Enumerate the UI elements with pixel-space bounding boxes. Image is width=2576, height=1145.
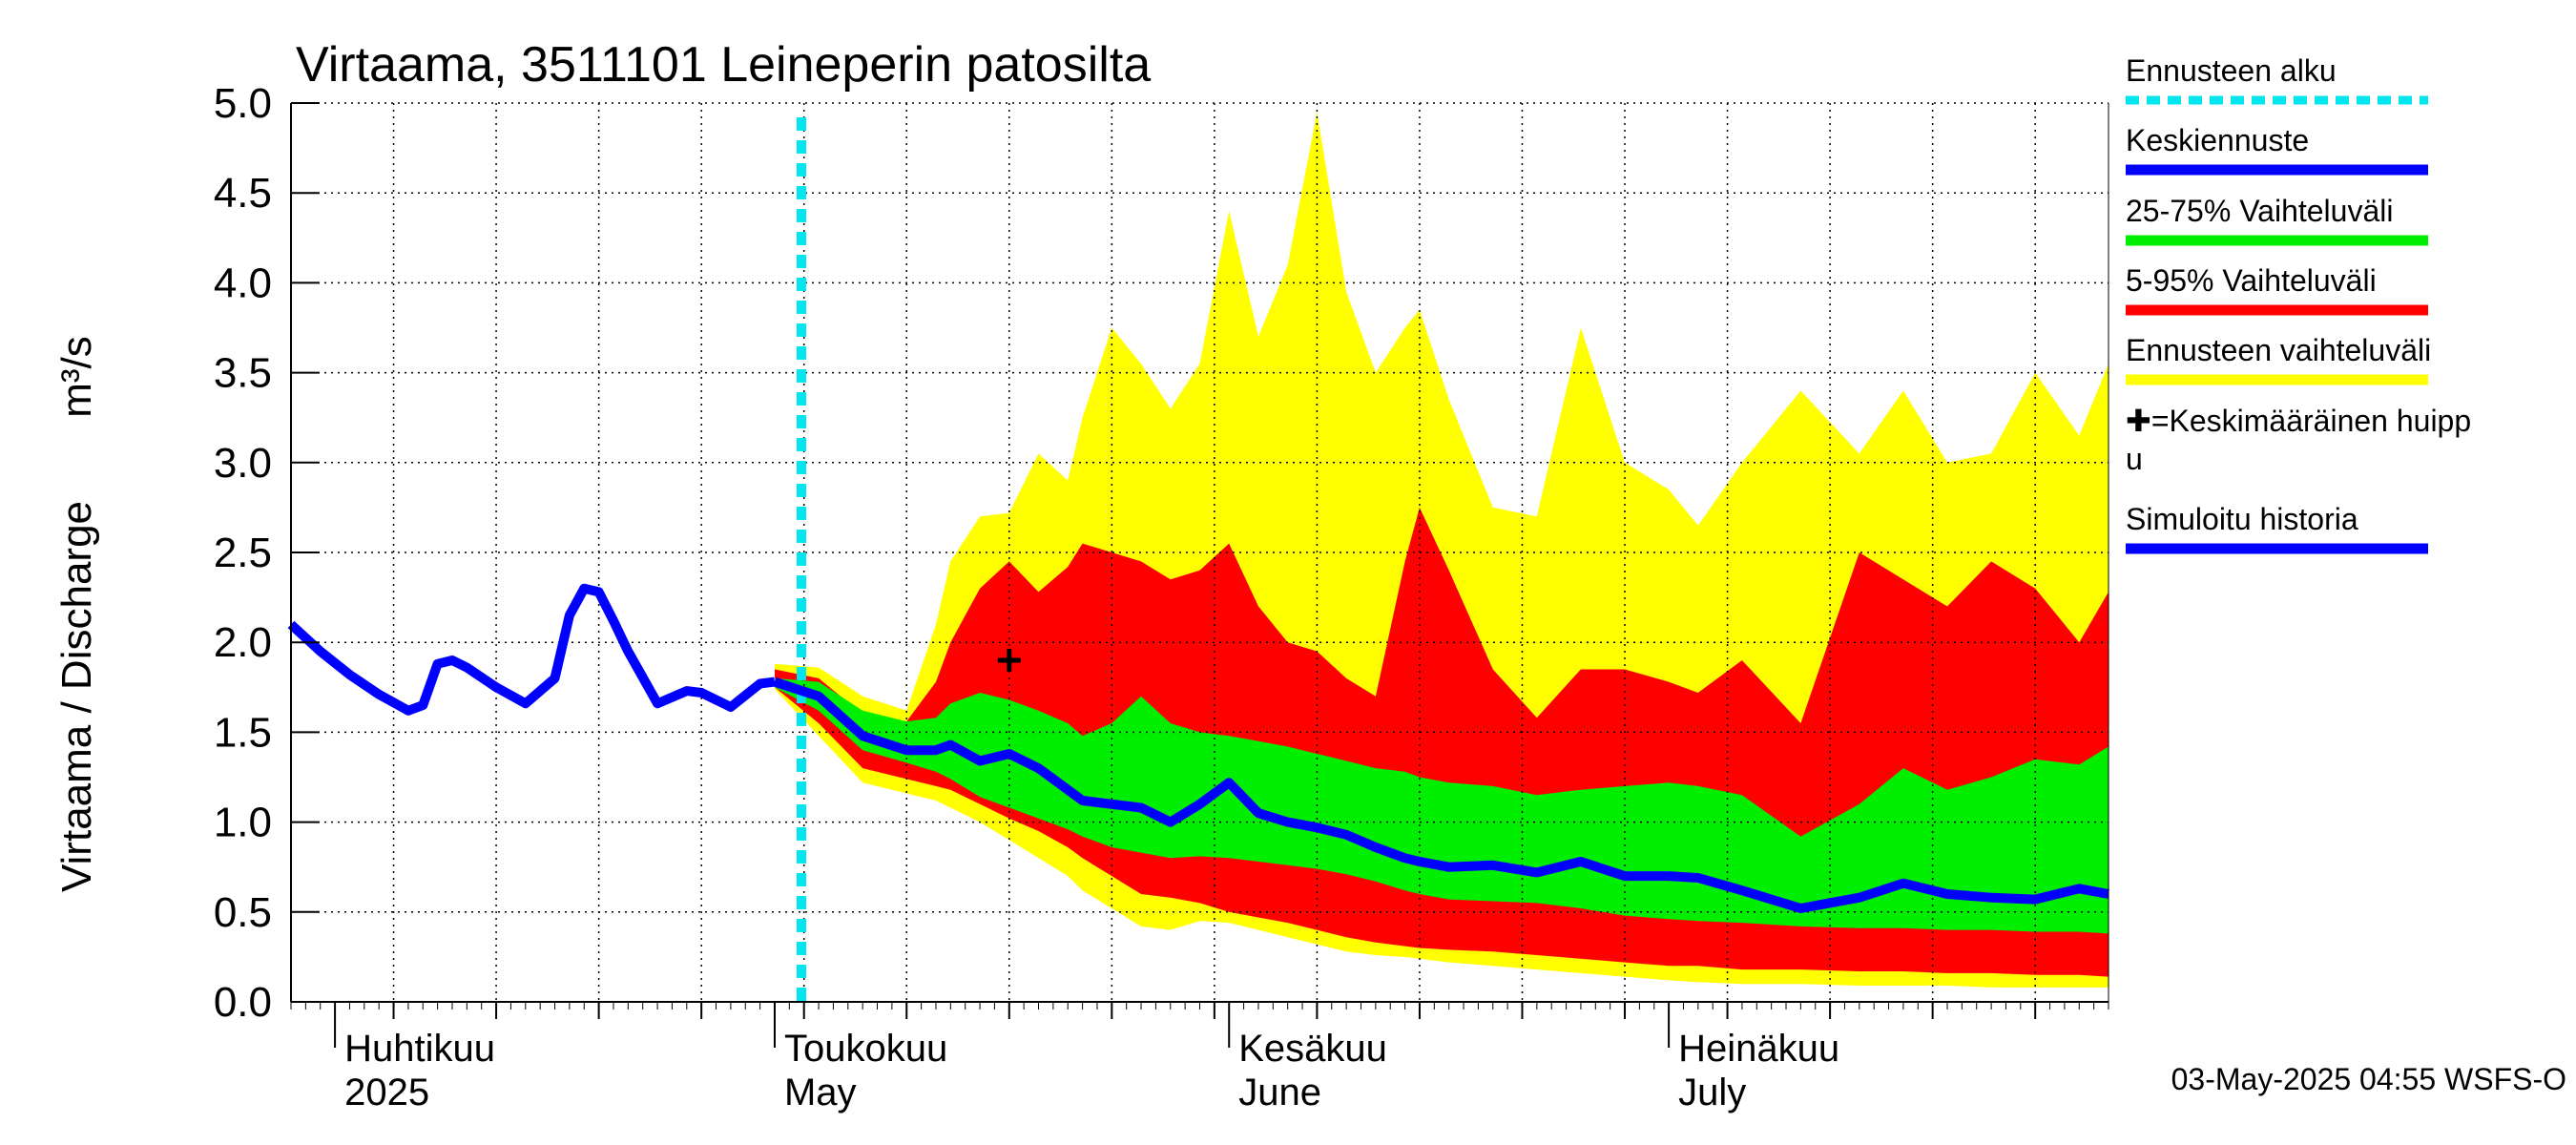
legend-label: ✚=Keskimääräinen huipp (2126, 404, 2471, 438)
y-axis-unit-group: m³/s (53, 336, 100, 418)
y-tick-label: 5.0 (214, 80, 272, 127)
y-tick-label: 2.0 (214, 619, 272, 666)
percentile-25-75-band (775, 677, 2109, 934)
y-tick-label: 1.0 (214, 800, 272, 846)
y-tick-label: 0.0 (214, 979, 272, 1026)
legend-label: Ennusteen vaihteluväli (2126, 333, 2431, 367)
plot-lines (287, 117, 2109, 1002)
y-tick-label: 1.5 (214, 709, 272, 756)
x-month-label-en: May (784, 1072, 857, 1114)
y-tick-label: 3.5 (214, 350, 272, 397)
legend-label: Simuloitu historia (2126, 502, 2358, 536)
legend-label: Keskiennuste (2126, 123, 2309, 157)
y-axis-title: Virtaama / Discharge (53, 501, 100, 892)
chart-title: Virtaama, 3511101 Leineperin patosilta (296, 37, 1151, 93)
legend-label: Ennusteen alku (2126, 53, 2337, 88)
simulated-history-line (287, 583, 776, 716)
plot-bands (775, 112, 2109, 988)
peak-marker (997, 649, 1021, 673)
legend-label: 5-95% Vaihteluväli (2126, 263, 2377, 298)
legend-label: 25-75% Vaihteluväli (2126, 194, 2393, 228)
x-month-label-en: July (1678, 1072, 1746, 1114)
y-tick-label: 2.5 (214, 530, 272, 576)
y-tick-label: 3.0 (214, 440, 272, 487)
axes: 0.0 0.5 1.0 1.5 2.0 2.5 3.0 3.5 4.0 4.5 5.0 Huhtiku… (214, 80, 2109, 1114)
footer-timestamp: 03-May-2025 04:55 WSFS-O (2171, 1062, 2566, 1096)
y-axis-label: Virtaama / Discharge (53, 501, 100, 892)
legend: Ennusteen alku Keskiennuste 25-75% Vaihtel… (2126, 53, 2471, 554)
x-month-label-fi: Huhtikuu (344, 1028, 495, 1070)
legend-label-continued: u (2126, 442, 2143, 476)
y-tick-label: 4.5 (214, 170, 272, 217)
mean-forecast-line (773, 677, 2109, 913)
x-month-label-en: June (1238, 1072, 1321, 1114)
x-month-label-fi: Toukokuu (784, 1028, 947, 1070)
x-month-label-en: 2025 (344, 1072, 429, 1114)
x-month-label-fi: Heinäkuu (1678, 1028, 1839, 1070)
x-month-label-fi: Kesäkuu (1238, 1028, 1387, 1070)
y-tick-label: 4.0 (214, 260, 272, 306)
y-axis-unit: m³/s (53, 336, 100, 418)
y-tick-label: 0.5 (214, 889, 272, 936)
